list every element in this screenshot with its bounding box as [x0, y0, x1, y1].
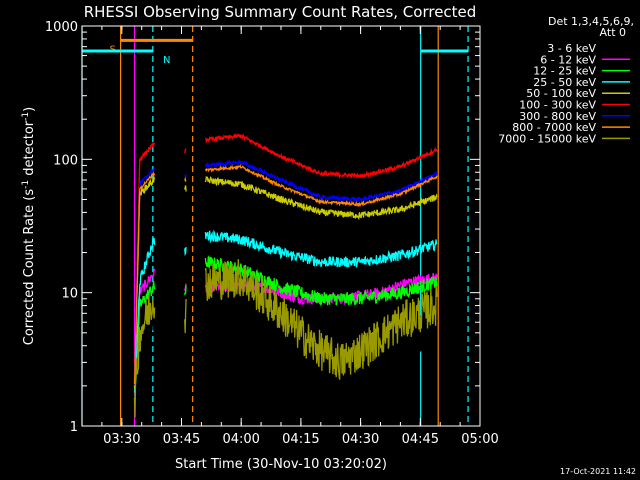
series-trace-8-seg-1 [184, 298, 187, 334]
legend-label-6: 300 - 800 keV [519, 110, 596, 123]
legend-label-8: 7000 - 15000 keV [498, 132, 596, 145]
legend-label-5: 100 - 300 keV [519, 99, 596, 112]
legend-label-3: 25 - 50 keV [533, 76, 596, 89]
series-trace-4-seg-1 [184, 185, 187, 192]
series-trace-6-seg-1 [184, 173, 187, 178]
series-trace-7-seg-1 [184, 176, 187, 183]
x-tick-label: 04:30 [342, 432, 379, 447]
y-axis-label: Corrected Count Rate (s-1 detector-1) [21, 107, 37, 345]
series-trace-2-seg-2 [204, 254, 438, 307]
legend-label-2: 12 - 25 keV [533, 65, 596, 78]
y-tick-label: 100 [53, 153, 78, 168]
x-axis-label: Start Time (30-Nov-10 03:20:02) [175, 457, 387, 472]
legend-label-1: 6 - 12 keV [540, 53, 596, 66]
x-tick-label: 04:15 [282, 432, 319, 447]
observing-markers: SN [82, 38, 469, 66]
series-trace-2-seg-1 [184, 285, 187, 296]
series-trace-8-seg-2 [204, 259, 438, 380]
y-tick-label: 1000 [45, 20, 78, 35]
y-axis-label-end: ) [22, 107, 37, 112]
series-trace-3-seg-2 [204, 229, 438, 268]
series-trace-8-seg-0 [133, 295, 156, 418]
legend-label-4: 50 - 100 keV [526, 87, 596, 100]
legend-header-line-2: Att 0 [600, 26, 626, 39]
series-trace-2-seg-0 [133, 280, 156, 399]
y-tick-label: 10 [61, 287, 78, 302]
y-axis-label-mid: detector [22, 120, 37, 180]
legend-label-7: 800 - 7000 keV [512, 121, 596, 134]
x-tick-label: 04:45 [402, 432, 439, 447]
legend-header-line-1: Det 1,3,4,5,6,9, [548, 15, 634, 28]
y-axis-label-main: Corrected Count Rate (s [22, 189, 37, 346]
y-axis-label-sup-1: -1 [21, 180, 31, 189]
axes: 03:30 03:45 04:00 04:15 04:30 04:45 05:00 1 10 10… [45, 20, 499, 447]
timestamp: 17-Oct-2021 11:42 [560, 467, 636, 476]
series-trace-5-seg-2 [205, 132, 438, 180]
legend-label-0: 3 - 6 keV [547, 42, 596, 55]
series-trace-7-seg-0 [133, 171, 156, 385]
series-traces [133, 132, 438, 418]
series-trace-4-seg-2 [204, 175, 438, 221]
marker-label-1: N [163, 55, 170, 66]
chart-title: RHESSI Observing Summary Count Rates, Co… [84, 3, 477, 21]
series-trace-6-seg-2 [204, 158, 438, 203]
y-tick-label: 1 [70, 420, 78, 435]
x-tick-label: 03:45 [163, 432, 200, 447]
x-tick-label: 04:00 [222, 432, 259, 447]
x-tick-label: 03:30 [103, 432, 140, 447]
series-trace-5-seg-1 [184, 148, 187, 154]
y-axis-label-sup-2: -1 [21, 112, 31, 121]
series-trace-7-seg-2 [204, 163, 438, 208]
x-tick-label: 05:00 [461, 432, 498, 447]
series-trace-3-seg-0 [133, 237, 156, 393]
series-trace-3-seg-1 [184, 246, 187, 257]
